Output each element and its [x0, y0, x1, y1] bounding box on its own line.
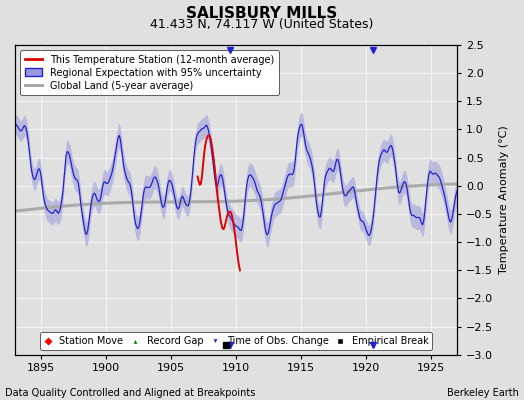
- Legend: Station Move, Record Gap, Time of Obs. Change, Empirical Break: Station Move, Record Gap, Time of Obs. C…: [40, 332, 432, 350]
- Text: SALISBURY MILLS: SALISBURY MILLS: [187, 6, 337, 21]
- Text: 41.433 N, 74.117 W (United States): 41.433 N, 74.117 W (United States): [150, 18, 374, 31]
- Text: Data Quality Controlled and Aligned at Breakpoints: Data Quality Controlled and Aligned at B…: [5, 388, 256, 398]
- Text: Berkeley Earth: Berkeley Earth: [447, 388, 519, 398]
- Y-axis label: Temperature Anomaly (°C): Temperature Anomaly (°C): [499, 126, 509, 274]
